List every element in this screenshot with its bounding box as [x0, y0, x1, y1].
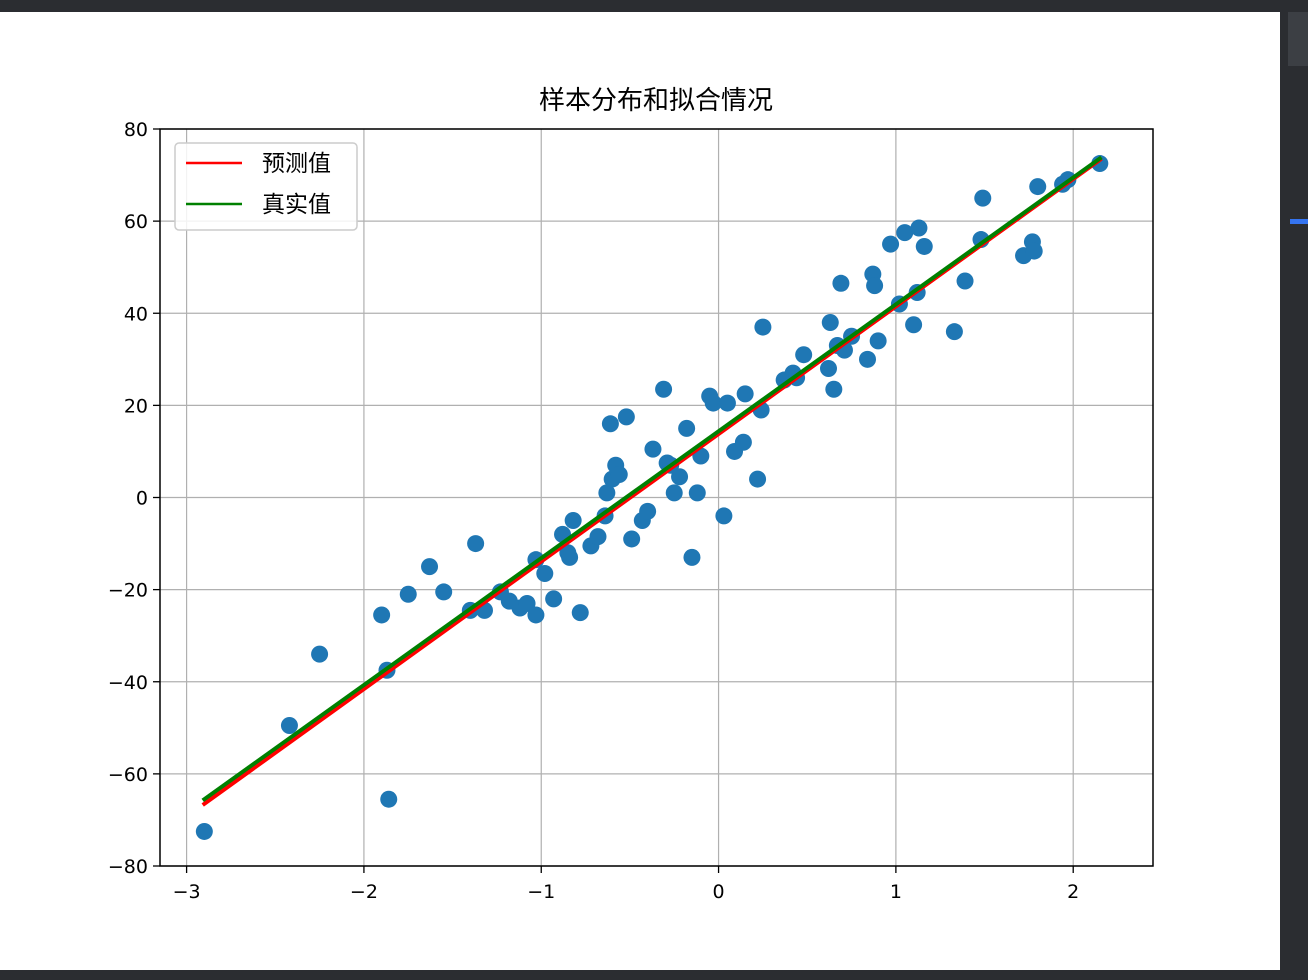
- legend-label-actual: 真实值: [262, 192, 331, 218]
- fit-lines: [201, 155, 1103, 807]
- scroll-marker: [1290, 219, 1308, 224]
- scatter-point-18: [536, 565, 554, 583]
- window-top-bar: [0, 0, 1308, 12]
- scatter-point-72: [882, 235, 900, 253]
- scatter-point-42: [671, 468, 689, 486]
- scatter-point-48: [704, 394, 722, 412]
- scatter-point-70: [866, 277, 884, 295]
- scatter-point-53: [736, 385, 754, 403]
- tick-label-y-7: 60: [124, 211, 148, 233]
- scatter-point-44: [683, 548, 701, 566]
- scatter-point-36: [639, 502, 657, 520]
- scatter-point-56: [754, 318, 772, 336]
- scatter-point-78: [915, 237, 933, 255]
- scatter-point-62: [821, 313, 839, 331]
- scatter-point-6: [399, 585, 417, 603]
- scatter-point-37: [644, 440, 662, 458]
- scatter-point-45: [688, 484, 706, 502]
- scatter-point-34: [623, 530, 641, 548]
- scatter-point-60: [795, 346, 813, 364]
- scatter-point-75: [905, 316, 923, 334]
- scatter-point-5: [380, 790, 398, 808]
- tick-label-y-8: 80: [124, 119, 148, 141]
- tick-label-y-2: −40: [108, 672, 148, 694]
- scatter-point-61: [820, 360, 838, 378]
- axis-ticks: −3 −2 −1 0 1 2 −80 −60 −40 −20 0 20 40 60 80: [108, 119, 1079, 903]
- legend-box: [174, 142, 358, 231]
- scatter-point-0: [195, 822, 213, 840]
- scatter-point-24: [571, 604, 589, 622]
- scatter-point-15: [518, 594, 536, 612]
- tick-label-y-0: −80: [108, 856, 148, 878]
- actual-line: [201, 155, 1103, 802]
- scatter-point-10: [467, 535, 485, 553]
- scatter-point-54: [749, 470, 767, 488]
- scatter-point-33: [617, 408, 635, 426]
- scatter-point-1: [280, 717, 298, 735]
- scatter-point-29: [601, 415, 619, 433]
- scatter-point-86: [1029, 178, 1047, 196]
- window-bottom-bar: [0, 970, 1308, 980]
- tick-label-y-4: 0: [136, 488, 148, 510]
- scatter-point-32: [610, 465, 628, 483]
- chart-title: 样本分布和拟合情况: [539, 86, 773, 116]
- tick-label-y-3: −20: [108, 580, 148, 602]
- tick-label-y-5: 20: [124, 395, 148, 417]
- scatter-point-82: [974, 189, 992, 207]
- scatter-point-19: [545, 590, 563, 608]
- scatter-point-74: [896, 224, 914, 242]
- scatter-point-80: [956, 272, 974, 290]
- legend: 预测值 真实值: [174, 142, 358, 231]
- grid-lines: [160, 128, 1153, 867]
- scatter-point-65: [832, 274, 850, 292]
- editor-gutter: [1280, 0, 1308, 980]
- scatter-point-16: [527, 606, 545, 624]
- scatter-point-63: [825, 380, 843, 398]
- scatter-point-2: [311, 645, 329, 663]
- scatter-point-85: [1025, 242, 1043, 260]
- scatter-point-68: [859, 350, 877, 368]
- scatter-point-52: [734, 433, 752, 451]
- tick-label-x-5: 2: [1067, 881, 1079, 903]
- tick-label-y-6: 40: [124, 303, 148, 325]
- tick-label-y-1: −60: [108, 764, 148, 786]
- scatter-point-50: [718, 394, 736, 412]
- tick-label-x-2: −1: [527, 881, 555, 903]
- scatter-point-79: [945, 323, 963, 341]
- scatter-point-28: [598, 484, 616, 502]
- scatter-point-71: [869, 332, 887, 350]
- tick-label-x-4: 1: [890, 881, 902, 903]
- scatter-point-26: [589, 528, 607, 546]
- scatter-point-43: [678, 419, 696, 437]
- scatter-point-3: [373, 606, 391, 624]
- scatter-point-77: [910, 219, 928, 237]
- legend-label-predicted: 预测值: [262, 151, 331, 177]
- tick-label-x-1: −2: [350, 881, 378, 903]
- scatter-point-8: [435, 583, 453, 601]
- gutter-block: [1288, 12, 1308, 66]
- scatter-point-38: [655, 380, 673, 398]
- scatter-point-41: [665, 484, 683, 502]
- scatter-point-49: [715, 507, 733, 525]
- scatter-point-22: [561, 548, 579, 566]
- scatter-point-7: [421, 558, 439, 576]
- tick-label-x-0: −3: [173, 881, 201, 903]
- tick-label-x-3: 0: [713, 881, 725, 903]
- scatter-point-23: [564, 512, 582, 530]
- scatter-chart: 样本分布和拟合情况 −3 −2 −1 0 1 2 −80 −60 −40 −20 0 20 40 60 80…: [108, 86, 1154, 903]
